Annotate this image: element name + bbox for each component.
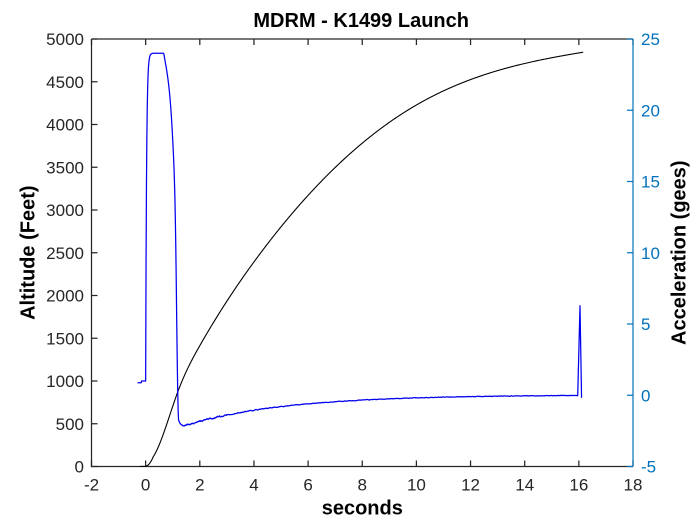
svg-text:0: 0 <box>641 386 650 405</box>
svg-text:3500: 3500 <box>46 158 84 177</box>
svg-text:10: 10 <box>407 476 426 495</box>
svg-text:5: 5 <box>641 315 650 334</box>
svg-text:5000: 5000 <box>46 30 84 49</box>
svg-text:1000: 1000 <box>46 372 84 391</box>
svg-text:18: 18 <box>624 476 643 495</box>
svg-text:Altitude (Feet): Altitude (Feet) <box>18 185 40 319</box>
svg-text:8: 8 <box>358 476 367 495</box>
svg-text:10: 10 <box>641 244 660 263</box>
svg-text:25: 25 <box>641 30 660 49</box>
svg-text:500: 500 <box>56 415 84 434</box>
svg-text:16: 16 <box>569 476 588 495</box>
svg-text:-5: -5 <box>641 458 656 477</box>
svg-text:2500: 2500 <box>46 244 84 263</box>
svg-text:0: 0 <box>75 458 84 477</box>
svg-text:seconds: seconds <box>322 498 403 520</box>
svg-text:-2: -2 <box>84 476 99 495</box>
svg-text:Acceleration (gees): Acceleration (gees) <box>669 160 691 345</box>
svg-text:4: 4 <box>249 476 258 495</box>
svg-text:MDRM - K1499 Launch: MDRM - K1499 Launch <box>253 10 469 32</box>
svg-text:6: 6 <box>303 476 312 495</box>
svg-text:15: 15 <box>641 173 660 192</box>
svg-text:4500: 4500 <box>46 73 84 92</box>
svg-text:20: 20 <box>641 101 660 120</box>
svg-text:14: 14 <box>515 476 534 495</box>
svg-text:12: 12 <box>461 476 480 495</box>
svg-text:2000: 2000 <box>46 287 84 306</box>
svg-text:4000: 4000 <box>46 116 84 135</box>
svg-text:1500: 1500 <box>46 329 84 348</box>
svg-text:0: 0 <box>141 476 150 495</box>
svg-text:3000: 3000 <box>46 201 84 220</box>
svg-text:2: 2 <box>195 476 204 495</box>
